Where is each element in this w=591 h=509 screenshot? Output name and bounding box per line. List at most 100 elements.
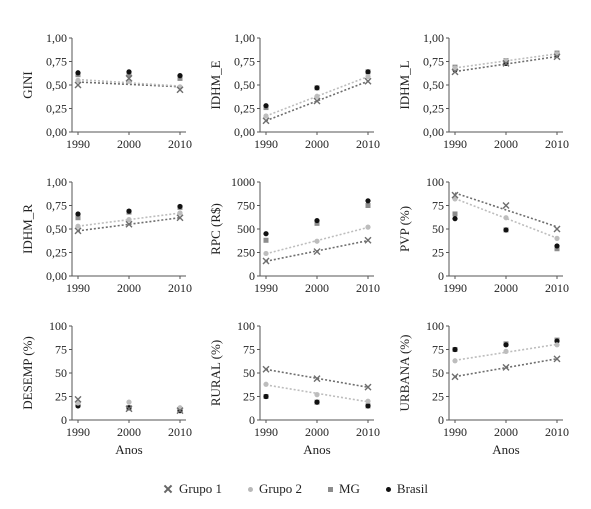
point-stroke bbox=[451, 68, 459, 76]
point-mg bbox=[126, 72, 132, 78]
point-grupo1 bbox=[502, 363, 510, 371]
y-tick-label: 0,25 bbox=[423, 102, 444, 116]
point-grupo1 bbox=[364, 383, 372, 391]
x-tick-label: 2010 bbox=[545, 281, 569, 295]
point-grupo1 bbox=[74, 227, 82, 235]
legend-label-brasil: Brasil bbox=[396, 481, 428, 496]
y-tick-label: 250 bbox=[237, 246, 255, 260]
x-tick-label: 2010 bbox=[356, 137, 380, 151]
trendline-grupo1 bbox=[454, 192, 558, 228]
point-brasil bbox=[314, 217, 320, 224]
y-axis-label: URBANA (%) bbox=[397, 335, 412, 412]
x-tick-label: 2010 bbox=[545, 137, 569, 151]
x-tick-label: 1990 bbox=[254, 137, 278, 151]
point-brasil bbox=[314, 85, 320, 91]
y-tick-label: 0,25 bbox=[46, 246, 67, 260]
point-brasil bbox=[452, 216, 458, 222]
y-tick-label: 0 bbox=[61, 413, 67, 427]
point-grupo1 bbox=[262, 257, 270, 265]
point-stroke bbox=[125, 405, 133, 413]
y-tick-label: 0,50 bbox=[234, 78, 255, 92]
point-grupo1 bbox=[176, 407, 184, 415]
y-tick-label: 50 bbox=[432, 366, 444, 380]
point-mg bbox=[365, 203, 371, 208]
panel-urbana: 0 25 50 75 100 1990 2000 2010 URBANA (%) Anos bbox=[397, 319, 569, 457]
x-tick-label: 2010 bbox=[356, 425, 380, 439]
dark-dot-marker-icon bbox=[385, 486, 391, 492]
trendline-grupo2 bbox=[265, 384, 369, 403]
y-tick-label: 50 bbox=[432, 222, 444, 236]
y-tick-label: 100 bbox=[237, 319, 255, 333]
point-brasil bbox=[126, 208, 132, 214]
y-tick-label: 75 bbox=[432, 199, 444, 213]
point-grupo1 bbox=[364, 77, 372, 85]
y-axis-label: GINI bbox=[20, 71, 35, 98]
trendline-grupo2 bbox=[77, 212, 181, 227]
x-tick-label: 2000 bbox=[117, 137, 141, 151]
point-grupo1 bbox=[313, 248, 321, 256]
point-grupo2 bbox=[263, 250, 269, 257]
y-tick-label: 75 bbox=[55, 343, 67, 357]
point-grupo2 bbox=[452, 65, 458, 71]
point-grupo2 bbox=[314, 238, 320, 244]
point-stroke bbox=[553, 53, 561, 61]
point-grupo2 bbox=[452, 358, 458, 364]
point-brasil bbox=[263, 103, 269, 109]
y-tick-label: 0 bbox=[438, 269, 444, 283]
y-axis-label: RPC (R$) bbox=[208, 203, 223, 255]
x-tick-label: 2000 bbox=[305, 281, 329, 295]
y-tick-label: 0,00 bbox=[46, 125, 67, 139]
point-grupo2 bbox=[75, 400, 81, 406]
point-mg bbox=[452, 211, 458, 217]
point-stroke bbox=[262, 257, 270, 265]
trendline-grupo1 bbox=[77, 81, 181, 88]
point-brasil bbox=[314, 399, 320, 405]
legend-label-grupo2: Grupo 2 bbox=[258, 481, 302, 496]
y-tick-label: 1,00 bbox=[423, 31, 444, 45]
y-tick-label: 0,50 bbox=[46, 222, 67, 236]
y-tick-label: 0 bbox=[249, 413, 255, 427]
x-tick-label: 1990 bbox=[443, 137, 467, 151]
y-tick-label: 0,25 bbox=[46, 102, 67, 116]
point-brasil bbox=[554, 243, 560, 249]
point-stroke bbox=[262, 117, 270, 125]
point-mg bbox=[554, 246, 560, 252]
point-grupo2 bbox=[554, 235, 560, 241]
point-grupo2 bbox=[75, 223, 81, 229]
point-brasil bbox=[75, 70, 81, 76]
point-grupo1 bbox=[553, 53, 561, 61]
point-stroke bbox=[74, 227, 82, 235]
x-tick-label: 2000 bbox=[494, 137, 518, 151]
y-tick-label: 0 bbox=[249, 269, 255, 283]
point-grupo1 bbox=[262, 365, 270, 373]
x-tick-label: 2010 bbox=[168, 137, 192, 151]
y-tick-label: 100 bbox=[49, 319, 67, 333]
point-brasil bbox=[263, 231, 269, 237]
point-stroke bbox=[502, 59, 510, 67]
square-marker-icon bbox=[327, 486, 333, 492]
point-grupo2 bbox=[75, 77, 81, 83]
point-grupo2 bbox=[263, 381, 269, 387]
panel-idhm-e: 0,00 0,25 0,50 0,75 1,00 1990 2000 2010 IDHM_E bbox=[208, 31, 380, 151]
y-tick-label: 1000 bbox=[231, 175, 255, 189]
point-grupo2 bbox=[365, 73, 371, 80]
x-tick-label: 2000 bbox=[117, 425, 141, 439]
point-stroke bbox=[176, 86, 184, 94]
figure-grid: 0,00 0,25 0,50 0,75 1,00 1990 2000 2010 GINI 0,00… bbox=[20, 31, 569, 457]
point-stroke bbox=[364, 77, 372, 85]
legend-item-mg: MG bbox=[327, 481, 360, 497]
point-grupo2 bbox=[126, 217, 132, 223]
point-stroke bbox=[74, 81, 82, 89]
y-axis-label: DESEMP (%) bbox=[20, 336, 35, 410]
point-brasil bbox=[177, 203, 183, 210]
point-grupo2 bbox=[365, 224, 371, 230]
y-tick-label: 0,00 bbox=[423, 125, 444, 139]
trendline-grupo2 bbox=[454, 53, 558, 69]
point-grupo1 bbox=[176, 214, 184, 222]
legend-item-brasil: Brasil bbox=[385, 481, 428, 497]
point-grupo1 bbox=[451, 68, 459, 76]
x-tick-label: 1990 bbox=[254, 425, 278, 439]
y-tick-label: 75 bbox=[243, 343, 255, 357]
y-tick-label: 0,75 bbox=[46, 199, 67, 213]
y-tick-label: 0,25 bbox=[234, 102, 255, 116]
